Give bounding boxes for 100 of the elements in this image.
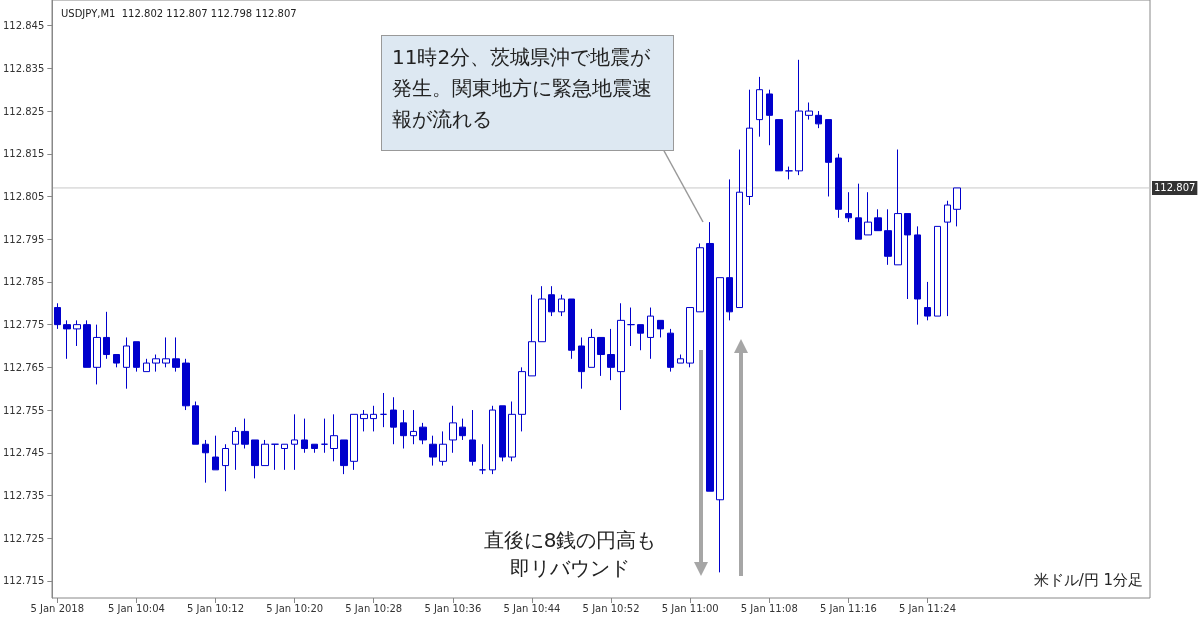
candlestick: [311, 443, 318, 454]
candlestick: [904, 213, 911, 300]
candlestick: [340, 439, 348, 475]
candlestick: [914, 225, 921, 326]
candlestick: [785, 166, 793, 180]
candlestick: [152, 354, 160, 373]
candlestick: [795, 59, 803, 176]
annotation: 11時2分、茨城県沖で地震が発生。関東地方に緊急地震速報が流れる: [392, 44, 653, 133]
x-tick-label: 5 Jan 10:44: [503, 602, 561, 614]
candlestick: [716, 277, 724, 573]
x-tick-label: 5 Jan 10:20: [266, 602, 324, 614]
candlestick: [143, 358, 150, 373]
candlestick: [864, 191, 872, 236]
candlestick: [548, 285, 555, 317]
candlestick: [736, 149, 743, 309]
y-tick-label: 112.825: [2, 105, 45, 117]
candlestick: [706, 221, 714, 492]
candlestick: [390, 396, 397, 445]
text: USDJPY,M1 112.802 112.807 112.798 112.807: [61, 7, 297, 19]
candlestick: [884, 208, 892, 266]
y-tick-label: 112.815: [2, 148, 45, 160]
candlestick: [568, 298, 575, 360]
candlestick: [103, 311, 110, 360]
candlestick: [766, 89, 773, 146]
annotation: 直後に8銭の円高も即リバウンド: [482, 527, 658, 582]
candlestick: [449, 405, 457, 454]
candlestick: [805, 102, 813, 121]
candlestick: [222, 443, 229, 492]
candlestick: [528, 294, 536, 377]
candlestick: [123, 336, 130, 390]
candlestick: [469, 409, 476, 467]
candlestick: [874, 208, 882, 232]
candlestick: [775, 119, 783, 172]
candlestick: [360, 409, 368, 432]
candlestick: [212, 435, 219, 471]
candlestick: [439, 430, 447, 467]
x-tick-label: 5 Jan 10:36: [424, 602, 482, 614]
candlestick: [746, 89, 753, 206]
x-tick-label: 5 Jan 11:00: [661, 602, 719, 614]
candlestick: [944, 200, 951, 317]
candlestick: [924, 281, 931, 321]
y-tick-label: 112.795: [2, 233, 45, 245]
candlestick: [934, 225, 941, 317]
candlestick: [607, 328, 615, 381]
candlestick: [192, 401, 199, 445]
candlestick: [73, 319, 81, 347]
candlestick: [815, 110, 822, 129]
y-tick-label: 112.835: [2, 62, 45, 74]
candlestick: [835, 153, 842, 219]
candlestick: [232, 426, 239, 471]
candlestick: [162, 336, 170, 368]
candlestick: [627, 307, 635, 347]
candlestick: [499, 405, 506, 462]
y-tick-label: 112.785: [2, 276, 45, 288]
candlestick: [489, 405, 496, 475]
candlestick: [83, 319, 91, 368]
candlestick: [756, 76, 763, 138]
candlestick: [647, 307, 654, 360]
candlestick: [459, 418, 466, 441]
candlestick: [400, 409, 407, 449]
x-tick-label: 5 Jan 11:08: [740, 602, 798, 614]
candlestick: [637, 324, 644, 351]
candlestick: [726, 178, 733, 321]
candlestick: [93, 324, 101, 385]
candlestick: [410, 409, 417, 445]
candlestick: [261, 439, 269, 467]
candlestick: [241, 418, 249, 449]
x-tick-label: 5 Jan 11:24: [899, 602, 956, 614]
y-tick-label: 112.715: [2, 575, 45, 587]
candlestick: [291, 413, 298, 471]
candlestick: [667, 328, 674, 373]
candlestick: [54, 302, 61, 330]
y-tick-label: 112.805: [2, 190, 45, 202]
x-tick-label: 5 Jan 10:12: [187, 602, 244, 614]
candlestick: [953, 187, 961, 227]
candlestick: [617, 302, 625, 411]
y-tick-label: 112.725: [2, 532, 45, 544]
candlestick: [518, 366, 526, 432]
candlestick: [894, 149, 902, 266]
candlestick: [301, 418, 308, 454]
candlestick: [271, 443, 279, 471]
candlestick: [330, 413, 338, 462]
candlestick: [825, 119, 832, 197]
candlestick: [419, 422, 427, 445]
candlestick: [558, 294, 565, 317]
x-tick-label: 5 Jan 10:52: [582, 602, 640, 614]
y-tick-label: 112.845: [2, 20, 45, 32]
y-tick-label: 112.775: [2, 319, 45, 331]
x-tick-label: 5 Jan 2018: [30, 602, 85, 614]
candlestick: [845, 191, 852, 223]
candlestick: [479, 443, 486, 475]
y-tick-label: 112.765: [2, 361, 45, 373]
x-tick-label: 5 Jan 10:04: [107, 602, 165, 614]
candlestick: [350, 413, 358, 471]
x-tick-label: 5 Jan 10:28: [345, 602, 403, 614]
candlestick: [597, 336, 605, 377]
y-tick-label: 112.745: [2, 447, 45, 459]
candlestick: [429, 435, 437, 467]
candlestick: [538, 285, 546, 343]
y-tick-label: 112.755: [2, 404, 45, 416]
